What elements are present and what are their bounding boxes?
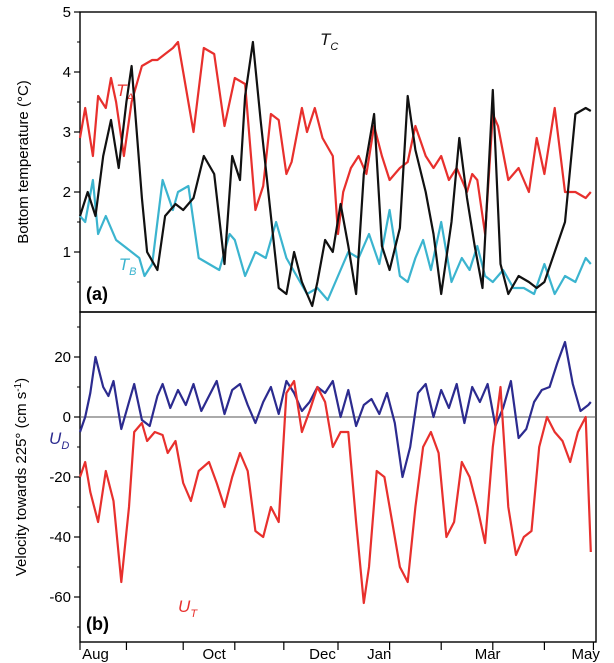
panel-label-a: (a) [86, 284, 108, 304]
y-tick-label-b: 0 [63, 409, 71, 426]
x-tick-label: Oct [202, 646, 226, 663]
series-line-UT [78, 379, 592, 605]
panel-label-b: (b) [86, 614, 109, 634]
y-tick-label-b: -40 [49, 529, 71, 546]
y-tick-label-b: -60 [49, 589, 71, 606]
series-line-TB [79, 178, 592, 302]
x-tick-label: May [572, 646, 601, 663]
y-tick-label-b: -20 [49, 469, 71, 486]
y-tick-label-a: 4 [63, 64, 71, 81]
x-tick-label: Dec [309, 646, 336, 663]
y-tick-label-a: 3 [63, 124, 71, 141]
y-tick-label-b: 20 [54, 349, 71, 366]
y-tick-label-a: 1 [63, 244, 71, 261]
y-tick-label-a: 5 [63, 4, 71, 21]
y-tick-label-a: 2 [63, 184, 71, 201]
panel-b: 20 0 -20 -40 -60 Velocity towards 225° (cm s-… [13, 311, 601, 663]
series-line-TC [78, 40, 592, 308]
series-line-UD [78, 340, 592, 479]
y-axis-title-b: Velocity towards 225° (cm s-1) [13, 378, 31, 576]
x-tick-label: Mar [475, 646, 501, 663]
x-tick-label: Aug [82, 646, 109, 663]
x-tick-label: Jan [367, 646, 391, 663]
y-axis-title-a: Bottom temperature (°C) [15, 80, 32, 244]
